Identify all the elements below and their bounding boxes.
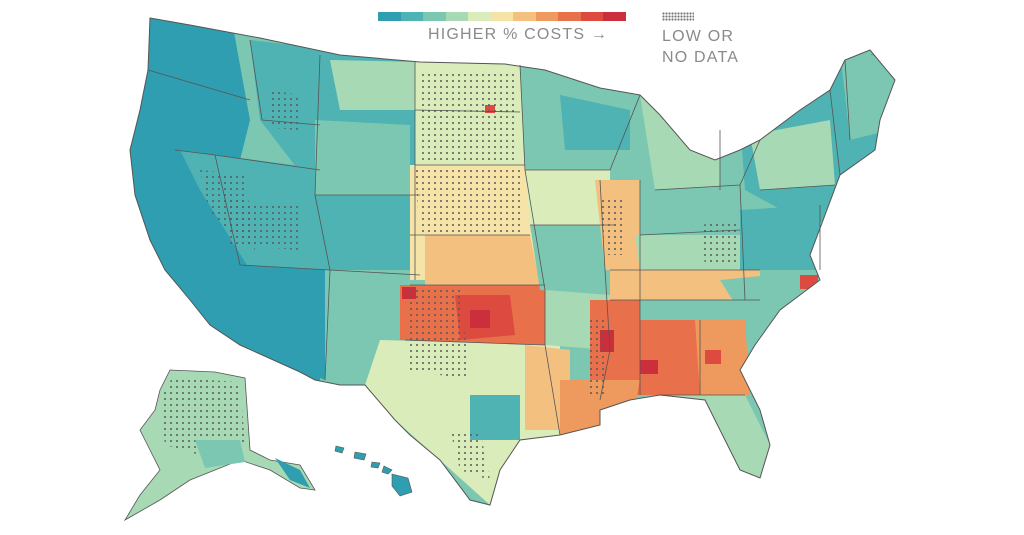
region-kansas-orange (425, 235, 540, 285)
region-alabama (640, 320, 700, 395)
region-michigan (640, 95, 720, 190)
nodata-south-texas (450, 430, 490, 480)
region-iowa (525, 170, 610, 225)
region-minnesota-arrowhead (560, 95, 630, 150)
region-central-texas (470, 395, 520, 440)
region-new-york (750, 120, 835, 190)
region-colorado (330, 195, 420, 270)
nodata-label-line2: NO DATA (662, 49, 740, 66)
region-indiana-ohio (640, 185, 740, 235)
legend-swatch-4 (468, 12, 491, 21)
nodata-idaho (270, 90, 300, 130)
legend-swatch-1 (400, 12, 423, 21)
nodata-dakotas (420, 70, 518, 160)
region-georgia (695, 320, 750, 395)
nodata-label-line1: LOW OR (662, 28, 735, 45)
hotspot-6 (470, 310, 490, 328)
nodata-utah (225, 200, 300, 250)
legend-swatch-6 (513, 12, 536, 21)
right-arrow-icon: → (590, 26, 609, 43)
region-florida (660, 395, 770, 478)
nodata-delta (590, 320, 605, 395)
legend-swatch-9 (580, 12, 603, 21)
legend-swatch-2 (423, 12, 446, 21)
legend-swatch-8 (558, 12, 581, 21)
nodata-label: LOW OR NO DATA (662, 26, 782, 68)
region-east-texas (525, 345, 570, 430)
region-missouri (530, 225, 620, 295)
region-wyoming (315, 120, 410, 195)
state-borders (129, 17, 896, 506)
legend-label: HIGHER % COSTS → (428, 26, 608, 44)
hotspot-8 (600, 410, 622, 422)
nodata-appalachia (700, 220, 740, 265)
region-arizona (240, 265, 330, 380)
legend-swatch-5 (490, 12, 513, 21)
nodata-dot-swatch (662, 12, 694, 21)
legend-swatch-7 (535, 12, 558, 21)
region-montana-light (330, 60, 420, 110)
hotspot-3 (800, 275, 818, 289)
region-tennessee (610, 270, 760, 300)
nodata-plains (415, 170, 522, 235)
legend-label-text: HIGHER % COSTS (428, 26, 586, 43)
legend-swatch-10 (603, 12, 626, 21)
legend-swatch-0 (378, 12, 401, 21)
region-virginia (740, 205, 820, 270)
hotspot-7 (705, 350, 721, 364)
legend: HIGHER % COSTS → LOW OR NO DATA (378, 12, 758, 82)
nodata-west-texas (405, 290, 470, 380)
alaska (123, 369, 316, 522)
hawaii (334, 445, 413, 497)
legend-color-scale (378, 12, 626, 21)
hotspot-4 (640, 360, 658, 374)
nodata-illinois (600, 200, 625, 255)
legend-swatch-3 (445, 12, 468, 21)
